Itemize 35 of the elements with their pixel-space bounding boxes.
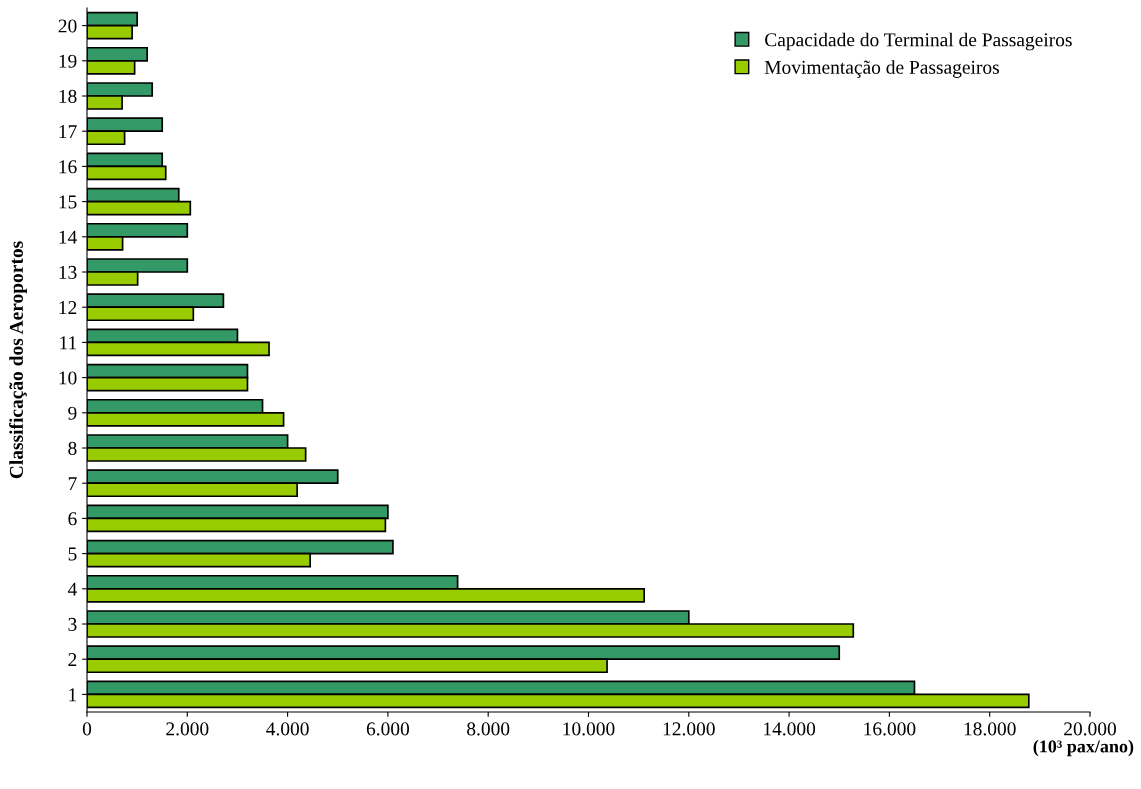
legend-label: Capacidade do Terminal de Passageiros	[765, 32, 1072, 51]
y-tick-label: 6	[68, 512, 77, 526]
y-tick-label: 4	[67, 582, 77, 596]
y-tick-label: 16	[59, 160, 77, 174]
x-tick-label: 8.000	[467, 722, 510, 736]
y-tick-label: 14	[59, 230, 77, 244]
y-tick-label: 17	[59, 125, 77, 138]
legend-label: Movimentação de Passageiros	[764, 60, 999, 78]
x-tick-label: 6.000	[366, 722, 410, 736]
y-tick-label: 9	[68, 406, 77, 420]
y-tick-label: 2	[68, 653, 77, 666]
x-tick-label: 4.000	[266, 722, 309, 736]
x-tick-label: 16.000	[864, 722, 916, 736]
x-tick-label: 20.000	[1064, 722, 1116, 736]
y-tick-label: 8	[68, 441, 77, 455]
x-tick-label: 10.000	[563, 722, 615, 736]
y-tick-label: 1	[69, 688, 77, 702]
y-tick-label: 5	[68, 547, 77, 561]
y-tick-label: 15	[59, 195, 77, 209]
x-tick-label: 0	[82, 722, 92, 736]
y-tick-label: 18	[59, 89, 77, 103]
x-tick-label: 12.000	[663, 722, 715, 736]
y-axis-title: Classificação dos Aeroportos	[9, 241, 27, 479]
y-tick-label: 20	[58, 19, 77, 33]
x-axis-title: (10³ pax/ano)	[1033, 739, 1134, 757]
y-tick-label: 10	[59, 371, 77, 385]
x-tick-label: 2.000	[166, 722, 209, 736]
y-tick-label: 12	[59, 301, 77, 314]
y-tick-label: 7	[68, 477, 77, 490]
y-tick-label: 11	[60, 336, 77, 350]
x-tick-label: 14.000	[764, 722, 816, 736]
y-tick-label: 3	[68, 617, 77, 631]
y-tick-label: 19	[59, 54, 77, 68]
y-tick-label: 13	[59, 265, 77, 279]
x-tick-label: 18.000	[964, 722, 1016, 736]
